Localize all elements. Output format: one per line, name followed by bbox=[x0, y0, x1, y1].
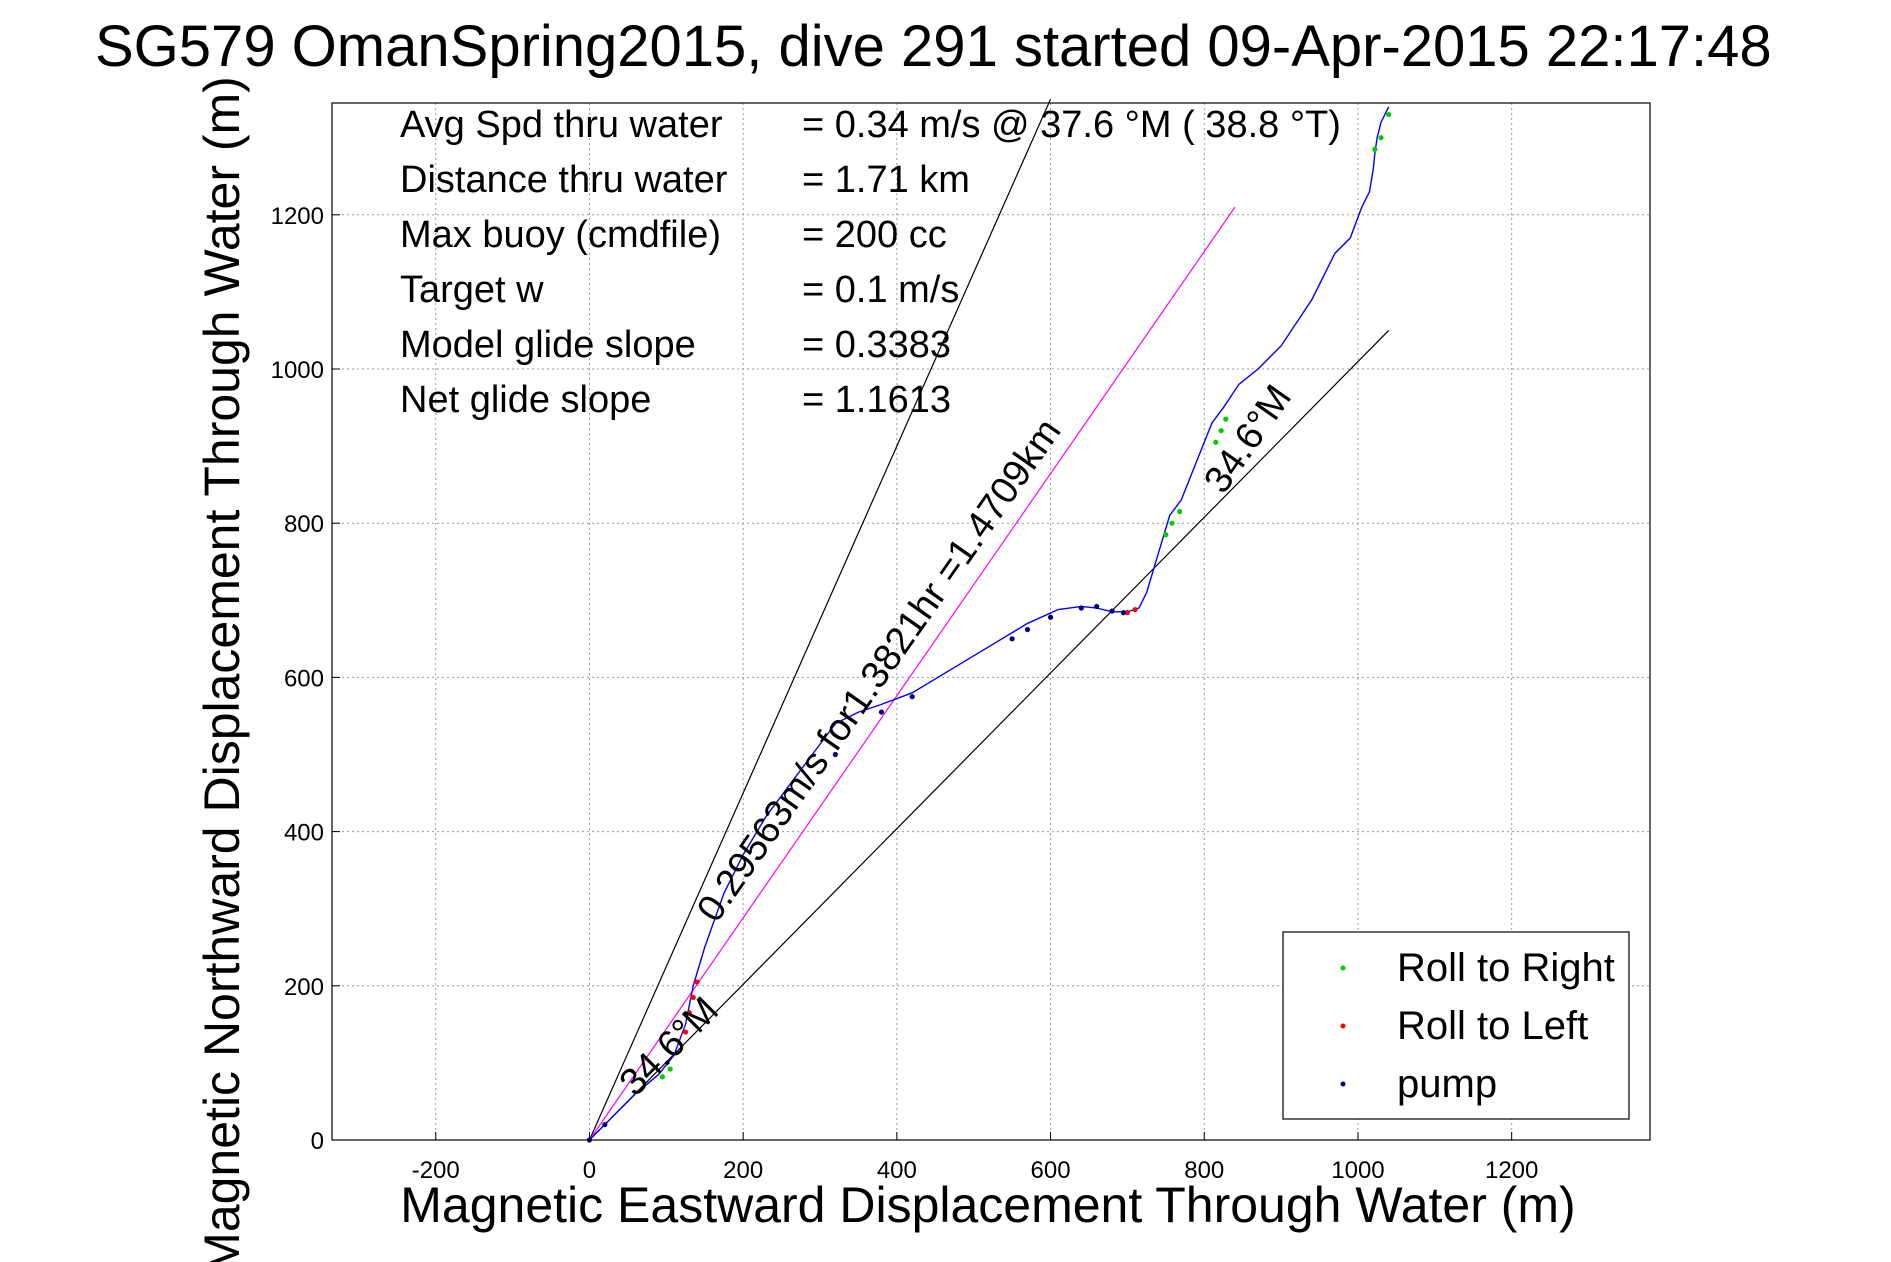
y-tick-label: 200 bbox=[284, 974, 324, 1001]
roll-left-marker bbox=[690, 994, 696, 1000]
annotations: 34.6°M 0.29563m/s for1.3821hr =1.4709km 34… bbox=[612, 378, 1300, 1105]
x-axis-label: Magnetic Eastward Displacement Through W… bbox=[400, 1177, 1575, 1233]
legend-label: pump bbox=[1397, 1062, 1497, 1106]
pump-marker bbox=[832, 751, 838, 758]
x-tick-label: -200 bbox=[412, 1157, 460, 1184]
grid bbox=[332, 103, 1650, 1141]
reference-line bbox=[588, 98, 1052, 1141]
pump-marker bbox=[909, 694, 915, 700]
x-tick-label: 1200 bbox=[1485, 1157, 1538, 1184]
x-tick-label: 200 bbox=[723, 1157, 763, 1184]
roll-left-marker bbox=[686, 1010, 692, 1016]
y-tick-label: 400 bbox=[284, 820, 324, 847]
legend-swatch bbox=[1340, 1023, 1346, 1029]
pump-marker bbox=[1078, 605, 1084, 611]
pump-marker bbox=[602, 1121, 608, 1128]
stat-value: = 0.34 m/s @ 37.6 °M ( 38.8 °T) bbox=[802, 104, 1341, 146]
y-tick-label: 800 bbox=[284, 511, 324, 538]
marker-layer bbox=[586, 111, 1392, 1143]
roll-right-marker bbox=[667, 1066, 673, 1072]
y-axis-label: Magnetic Northward Displacement Through … bbox=[194, 76, 250, 1262]
pump-marker bbox=[878, 709, 885, 715]
pump-marker bbox=[1047, 614, 1054, 620]
roll-right-marker bbox=[1213, 439, 1219, 445]
chart-title: SG579 OmanSpring2015, dive 291 started 0… bbox=[95, 14, 1772, 79]
y-tick-label: 1200 bbox=[271, 203, 324, 230]
roll-right-marker bbox=[1169, 520, 1175, 526]
x-tick-label: 400 bbox=[877, 1157, 917, 1184]
roll-right-marker bbox=[1386, 111, 1392, 118]
x-tick-label: 800 bbox=[1184, 1157, 1224, 1184]
legend-swatch bbox=[1340, 965, 1346, 971]
stat-value: = 0.3383 bbox=[802, 324, 951, 366]
roll-right-marker bbox=[1163, 532, 1169, 538]
roll-right-marker bbox=[1218, 428, 1224, 434]
y-tick-label: 0 bbox=[311, 1128, 324, 1155]
stat-value: = 1.1613 bbox=[802, 379, 951, 421]
stat-value: = 200 cc bbox=[802, 214, 947, 256]
roll-right-marker bbox=[1177, 509, 1183, 515]
x-tick-label: 0 bbox=[583, 1157, 596, 1184]
pump-marker bbox=[1094, 603, 1100, 610]
annotation-label: 34.6°M bbox=[1196, 378, 1300, 501]
stat-value: = 0.1 m/s bbox=[802, 269, 959, 311]
stat-label: Distance thru water bbox=[400, 159, 728, 201]
tick-labels: -200 0 200 400 600 800 1000 1200 0 200 400 600 800 10… bbox=[271, 203, 1539, 1184]
roll-right-marker bbox=[659, 1074, 666, 1080]
roll-right-marker bbox=[1372, 146, 1378, 152]
roll-left-marker bbox=[1124, 610, 1131, 616]
roll-left-marker bbox=[694, 979, 700, 985]
legend-swatch bbox=[1340, 1081, 1346, 1087]
roll-left-marker bbox=[1132, 606, 1138, 613]
roll-left-marker bbox=[682, 1029, 689, 1035]
reference-line bbox=[589, 330, 1390, 1141]
stat-label: Max buoy (cmdfile) bbox=[400, 214, 721, 256]
pump-marker bbox=[1109, 608, 1115, 614]
y-tick-label: 1000 bbox=[271, 357, 324, 384]
legend-label: Roll to Right bbox=[1397, 946, 1615, 990]
annotation-label: 0.29563m/s for1.3821hr =1.4709km bbox=[689, 411, 1069, 929]
pump-marker bbox=[1009, 636, 1015, 642]
y-tick-label: 600 bbox=[284, 665, 324, 692]
stat-label: Model glide slope bbox=[400, 324, 696, 366]
stat-label: Avg Spd thru water bbox=[400, 104, 723, 146]
stat-label: Target w bbox=[400, 269, 544, 311]
x-tick-label: 1000 bbox=[1331, 1157, 1384, 1184]
legend-label: Roll to Left bbox=[1397, 1004, 1588, 1048]
x-tick-label: 600 bbox=[1031, 1157, 1071, 1184]
series-layer bbox=[588, 106, 1390, 1141]
stat-value: = 1.71 km bbox=[802, 159, 970, 201]
legend: Roll to Right Roll to Left pump bbox=[1282, 931, 1630, 1120]
stat-label: Net glide slope bbox=[400, 379, 651, 421]
track-line bbox=[588, 106, 1390, 1141]
roll-right-marker bbox=[1378, 135, 1384, 141]
roll-right-marker bbox=[1223, 416, 1229, 422]
annotation-label: 34.6°M bbox=[612, 989, 727, 1104]
pump-marker bbox=[1120, 610, 1127, 616]
pump-marker bbox=[1024, 626, 1031, 633]
stats-block: Avg Spd thru water = 0.34 m/s @ 37.6 °M (… bbox=[400, 104, 1341, 421]
plot-frame bbox=[331, 102, 1651, 1141]
